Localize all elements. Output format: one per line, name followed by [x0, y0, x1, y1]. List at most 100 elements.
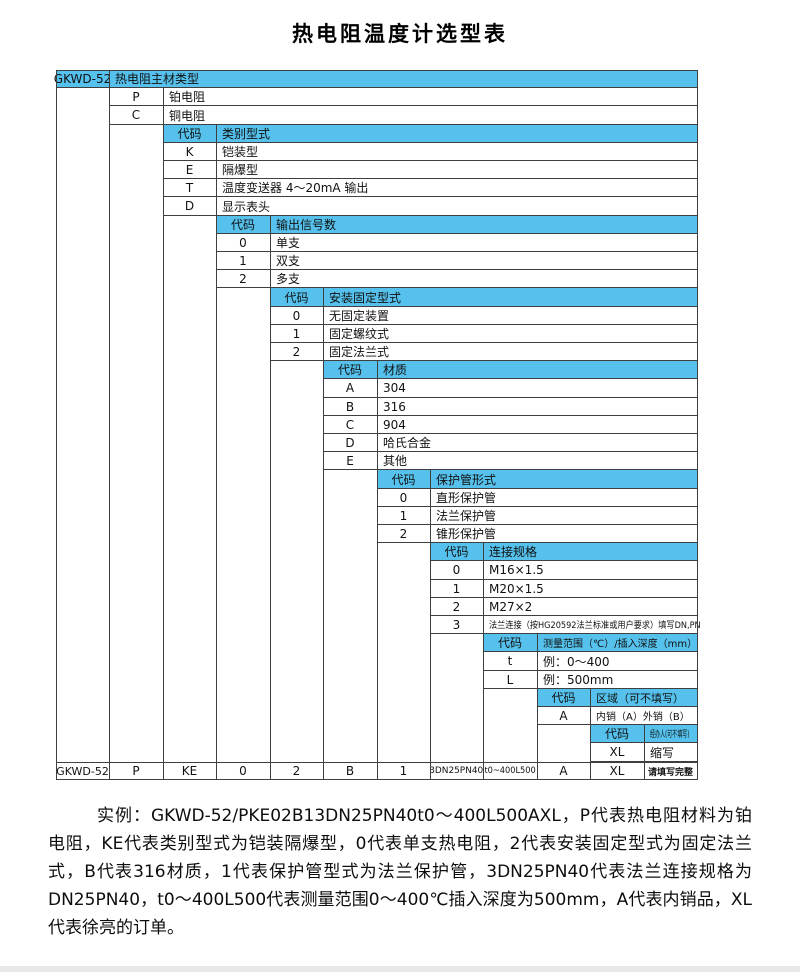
header-code-cell-text: 代码 — [391, 472, 416, 487]
desc-cell: 铜电阻 — [169, 106, 691, 124]
table-header-row: 代码 类别型式 — [163, 125, 697, 143]
table-grid-vline — [377, 361, 378, 780]
summary-cell: KE — [165, 763, 214, 779]
desc-cell: 其他 — [383, 452, 691, 469]
desc-cell-text: 法兰连接（按HG20592法兰标准或用户要求）填写DN,PN — [489, 621, 701, 631]
summary-cell-text: KE — [181, 764, 198, 778]
table-grid-vline — [537, 634, 538, 780]
code-cell: C — [109, 106, 163, 124]
header-code-cell: 代码 — [323, 361, 377, 378]
header-title-cell: 材质 — [383, 361, 691, 378]
desc-cell-text: 直形保护管 — [436, 491, 497, 505]
code-cell: P — [109, 88, 163, 105]
table-header-row: 代码 经办人(可不填写) — [590, 725, 697, 743]
header-code-cell: 代码 — [537, 689, 590, 706]
header-title-cell: 区域（可不填写） — [596, 689, 691, 706]
table-grid-vline — [430, 470, 431, 780]
desc-cell-text: 铠装型 — [222, 145, 259, 159]
desc-cell: 双支 — [276, 252, 691, 269]
table-option-row: 0 无固定装置 — [270, 307, 697, 325]
code-cell-text: 0 — [399, 490, 408, 505]
header-code-cell-text: 代码 — [444, 545, 469, 559]
code-cell-text: C — [131, 108, 141, 122]
summary-cell-text: 3DN25PN40 — [429, 766, 484, 776]
header-title-cell-text: 类别型式 — [222, 127, 271, 141]
code-cell: L — [483, 671, 537, 688]
desc-cell-text: 隔爆型 — [222, 163, 259, 177]
table-option-row: C 904 — [323, 416, 697, 434]
table-header-row: 代码 连接规格 — [430, 543, 697, 561]
header-code-cell-text: 代码 — [604, 727, 629, 741]
code-cell: t — [483, 652, 537, 670]
summary-cell: 0 — [218, 763, 268, 779]
table-header-row: 代码 输出信号数 — [216, 216, 697, 234]
table-option-row: 0 M16×1.5 — [430, 561, 697, 580]
code-cell-text: XL — [609, 745, 625, 759]
header-title-cell: 安装固定型式 — [329, 288, 691, 306]
code-cell: 1 — [377, 507, 430, 524]
desc-cell: 锥形保护管 — [436, 525, 691, 542]
summary-cell-text: 0 — [239, 764, 247, 778]
desc-cell-text: 多支 — [276, 272, 301, 286]
code-cell-text: 1 — [239, 253, 247, 268]
code-cell: XL — [590, 743, 644, 761]
header-code-cell-text: 代码 — [497, 636, 522, 650]
code-cell-text: D — [184, 199, 195, 213]
code-cell-text: E — [346, 453, 354, 468]
desc-cell: 法兰保护管 — [436, 507, 691, 524]
desc-cell: 内销（A）外销（B） — [596, 707, 691, 724]
table-option-row: 1 M20×1.5 — [430, 580, 697, 598]
code-cell-text: C — [345, 417, 355, 432]
desc-cell: 固定螺纹式 — [329, 325, 691, 342]
desc-cell-text: 固定法兰式 — [329, 345, 390, 359]
desc-cell: M20×1.5 — [489, 580, 691, 597]
header-code-cell-text: 代码 — [337, 363, 362, 377]
header-title-cell-text: 安装固定型式 — [329, 290, 402, 305]
code-cell: K — [163, 143, 216, 160]
table-grid-hline — [56, 70, 698, 71]
desc-cell: 法兰连接（按HG20592法兰标准或用户要求）填写DN,PN — [489, 616, 701, 633]
table-option-row: B 316 — [323, 398, 697, 416]
table-option-row: 1 固定螺纹式 — [270, 325, 697, 343]
code-cell-text: 0 — [239, 235, 247, 250]
desc-cell: M27×2 — [489, 598, 691, 615]
desc-cell: 直形保护管 — [436, 489, 691, 506]
desc-cell-text: 固定螺纹式 — [329, 327, 390, 341]
code-cell-text: 2 — [239, 271, 247, 286]
desc-cell-text: 法兰保护管 — [436, 509, 497, 523]
code-cell-text: K — [185, 144, 194, 159]
desc-cell: 铠装型 — [222, 143, 691, 160]
summary-cell: 3DN25PN40 — [429, 763, 484, 779]
desc-cell: 固定法兰式 — [329, 343, 691, 360]
table-header-row: 代码 安装固定型式 — [270, 288, 697, 307]
table-option-row: XL 缩写 — [590, 743, 697, 762]
table-header-row: GKWD-52 热电阻主材类型 — [54, 70, 697, 88]
table-grid-vline — [323, 288, 324, 780]
header-title-cell-text: 热电阻主材类型 — [115, 72, 200, 86]
code-cell: 3 — [430, 616, 483, 633]
desc-cell-text: 显示表头 — [222, 199, 271, 214]
table-option-row: 1 法兰保护管 — [377, 507, 697, 525]
desc-cell: 304 — [383, 379, 691, 397]
desc-cell: 316 — [383, 398, 691, 415]
code-cell-text: E — [185, 162, 194, 177]
table-option-row: 1 双支 — [216, 252, 697, 270]
code-cell-text: 2 — [292, 344, 301, 359]
code-cell: 0 — [270, 307, 323, 324]
summary-cell-text: A — [559, 764, 568, 778]
code-cell: T — [163, 179, 216, 196]
header-title-cell-text: 经办人(可不填写) — [650, 730, 690, 740]
desc-cell: 单支 — [276, 234, 691, 251]
summary-cell-text: XL — [609, 764, 625, 778]
desc-cell-text: 单支 — [276, 236, 301, 250]
table-option-row: 0 直形保护管 — [377, 489, 697, 507]
desc-cell: M16×1.5 — [489, 561, 691, 579]
header-title-cell: 连接规格 — [489, 543, 691, 560]
header-code-cell: 代码 — [270, 288, 323, 306]
summary-cell-text: B — [345, 764, 355, 778]
header-title-cell-text: 连接规格 — [489, 545, 538, 559]
summary-cell: A — [539, 763, 588, 779]
table-option-row: P 铂电阻 — [109, 88, 697, 106]
code-cell: 1 — [430, 580, 483, 597]
